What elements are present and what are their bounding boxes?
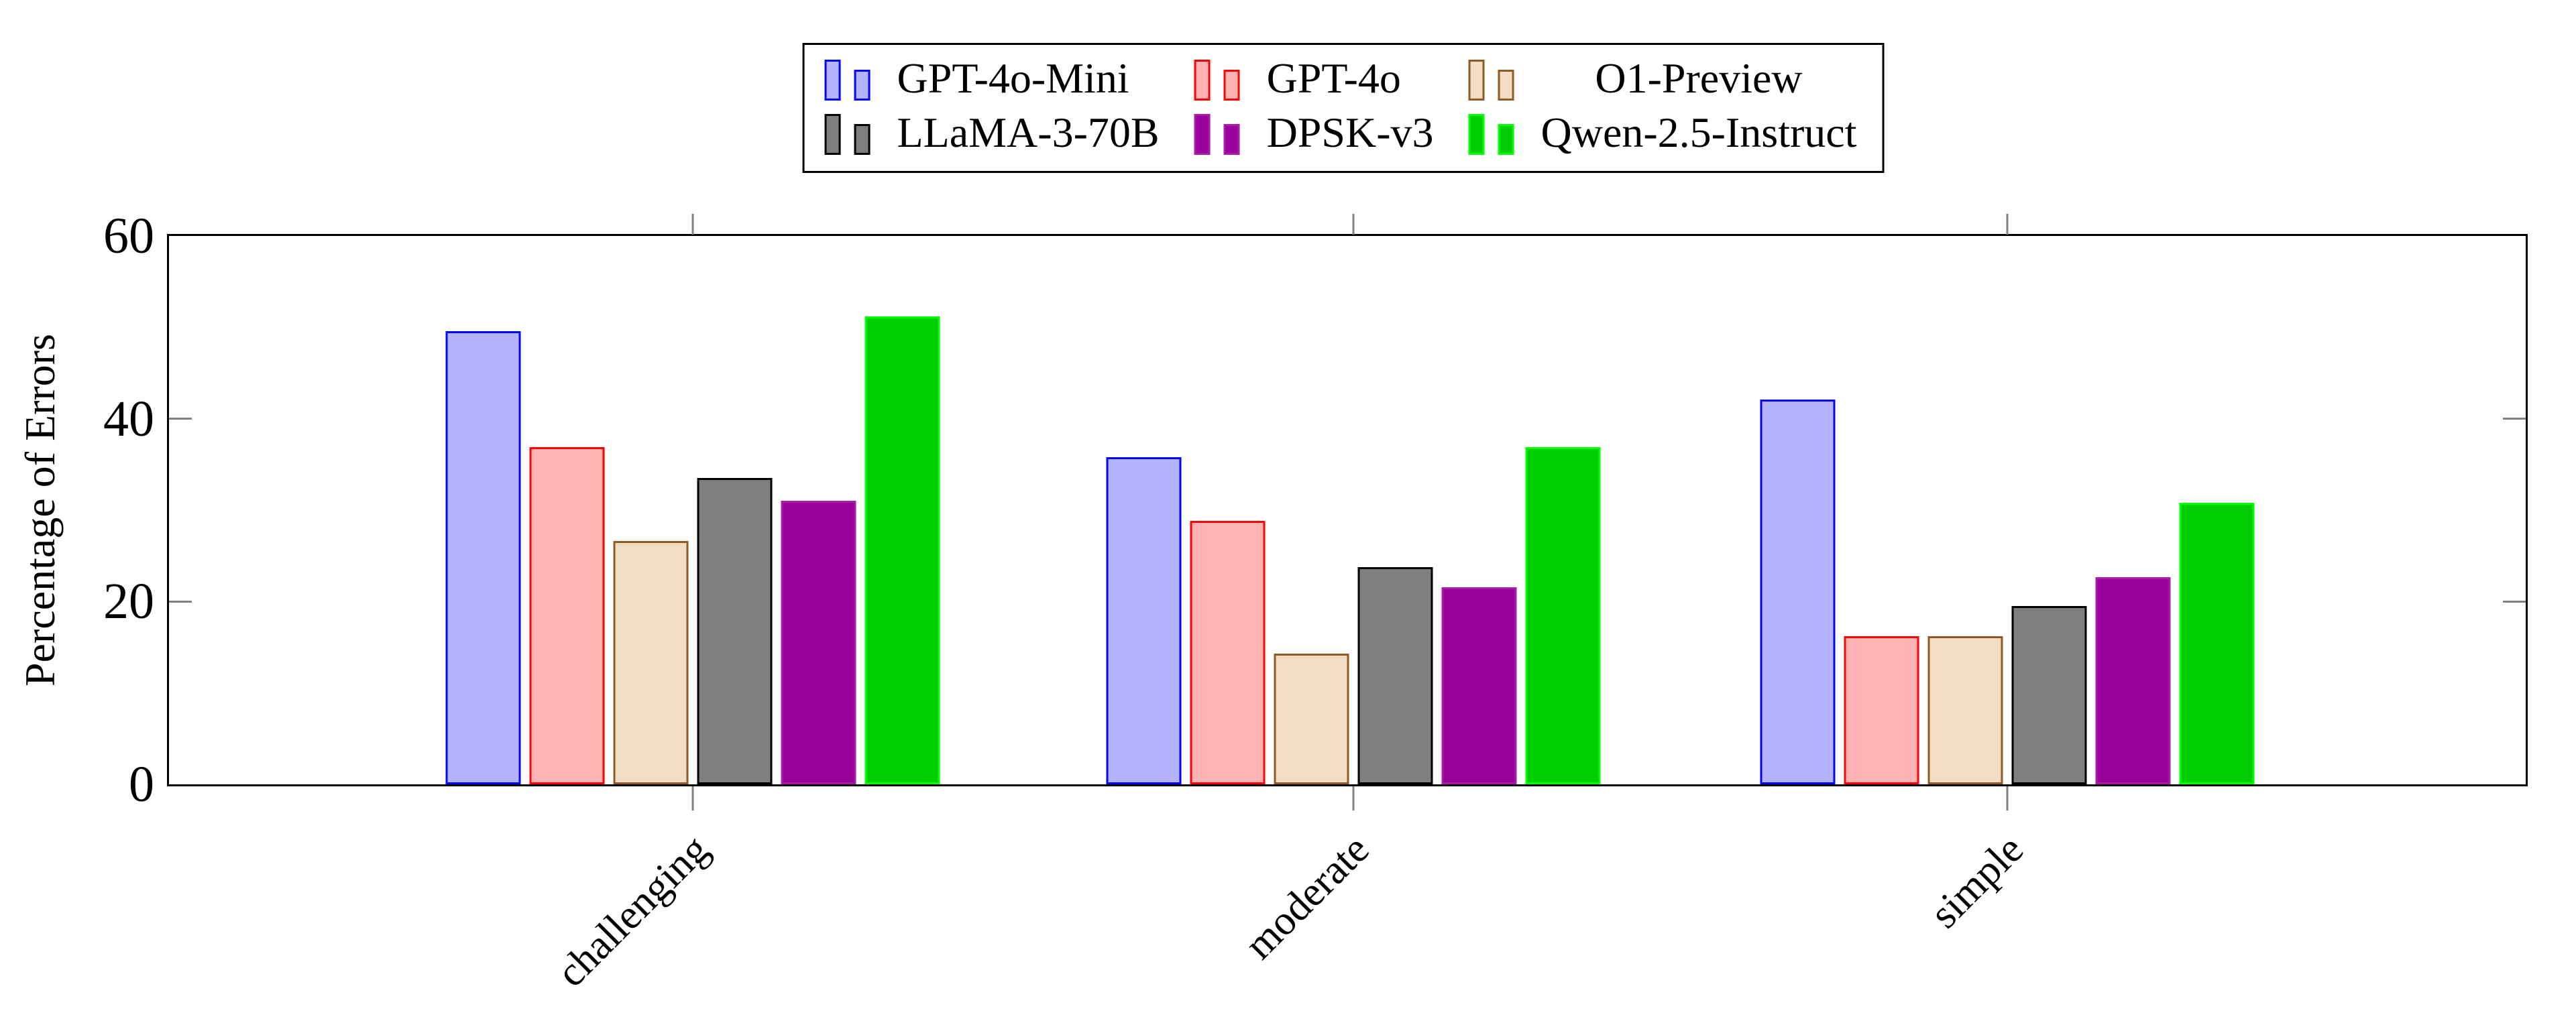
bar-gpt-4o-moderate: [1190, 521, 1266, 784]
bar-dpsk-v3-moderate: [1441, 587, 1517, 784]
y-tick-label-20: 20: [103, 573, 154, 630]
bar-o1-preview-simple: [1927, 636, 2003, 784]
legend-bar-icon: [824, 114, 841, 156]
legend-label-llama-3-70b: LLaMA-3-70B: [897, 109, 1160, 157]
x-tick-challenging-top: [691, 214, 694, 235]
legend-marker-dpsk-v3: [1194, 114, 1240, 156]
bar-o1-preview-challenging: [613, 541, 689, 784]
y-tick-label-40: 40: [103, 390, 154, 447]
y-tick-label-0: 0: [129, 756, 154, 812]
y-tick-40-right: [2503, 418, 2526, 420]
x-tick-moderate-top: [1352, 214, 1355, 235]
bar-group-challenging: [445, 316, 940, 784]
bar-gpt-4o-mini-challenging: [445, 330, 521, 784]
bar-qwen-2-5-instruct-moderate: [1525, 446, 1601, 784]
legend-label-qwen-2-5-instruct: Qwen-2.5-Instruct: [1541, 109, 1857, 157]
y-tick-20-left: [169, 600, 192, 603]
x-tick-moderate-bottom: [1352, 786, 1355, 810]
legend-item-gpt-4o-mini: GPT-4o-Mini: [824, 54, 1160, 102]
bar-dpsk-v3-simple: [2095, 577, 2171, 784]
legend-bar-icon: [1468, 60, 1485, 101]
legend-item-qwen-2-5-instruct: Qwen-2.5-Instruct: [1468, 109, 1857, 157]
legend-bar-icon: [1223, 124, 1240, 156]
legend-marker-llama-3-70b: [824, 114, 871, 156]
bar-gpt-4o-challenging: [529, 446, 605, 784]
legend-item-gpt-4o: GPT-4o: [1194, 56, 1434, 101]
legend-label-o1-preview: O1-Preview: [1595, 54, 1803, 102]
legend-bar-icon: [1194, 60, 1211, 101]
y-tick-20-right: [2503, 600, 2526, 603]
bar-llama-3-70b-challenging: [697, 478, 773, 784]
plot-area: [167, 214, 2528, 810]
bar-llama-3-70b-moderate: [1357, 566, 1433, 784]
y-tick-label-60: 60: [103, 208, 154, 264]
legend-bar-icon: [854, 124, 871, 156]
legend-item-llama-3-70b: LLaMA-3-70B: [824, 109, 1160, 157]
legend-bar-icon: [1223, 70, 1240, 101]
y-axis-title: Percentage of Errors: [16, 334, 64, 686]
legend-item-o1-preview: O1-Preview: [1468, 54, 1857, 102]
bar-gpt-4o-mini-moderate: [1106, 457, 1182, 784]
x-tick-simple-top: [2006, 214, 2009, 235]
x-category-label-moderate: moderate: [1236, 826, 1378, 968]
legend-bar-icon: [1194, 114, 1211, 156]
legend-label-gpt-4o: GPT-4o: [1266, 54, 1401, 102]
bar-group-simple: [1760, 400, 2255, 784]
bar-gpt-4o-simple: [1844, 636, 1919, 784]
x-tick-challenging-bottom: [691, 786, 694, 810]
legend-label-gpt-4o-mini: GPT-4o-Mini: [897, 54, 1129, 102]
legend-bar-icon: [1468, 114, 1485, 156]
legend-bar-icon: [1498, 70, 1514, 101]
legend-item-dpsk-v3: DPSK-v3: [1194, 110, 1434, 155]
bar-gpt-4o-mini-simple: [1760, 400, 1836, 784]
legend: GPT-4o-Mini GPT-4o O1-Preview LLaMA-3-70B DP…: [802, 43, 1885, 174]
y-tick-40-left: [169, 418, 192, 420]
legend-marker-o1-preview: [1468, 60, 1514, 101]
legend-bar-icon: [1498, 124, 1514, 156]
legend-marker-gpt-4o-mini: [824, 60, 871, 101]
legend-bar-icon: [824, 60, 841, 101]
bar-dpsk-v3-challenging: [781, 501, 856, 784]
legend-marker-qwen-2-5-instruct: [1468, 114, 1514, 156]
bar-llama-3-70b-simple: [2011, 606, 2087, 784]
legend-bar-icon: [854, 70, 871, 101]
x-category-label-challenging: challenging: [548, 826, 718, 996]
bar-qwen-2-5-instruct-simple: [2179, 503, 2255, 784]
bar-group-moderate: [1106, 446, 1601, 784]
legend-marker-gpt-4o: [1194, 60, 1240, 101]
x-tick-simple-bottom: [2006, 786, 2009, 810]
bar-qwen-2-5-instruct-challenging: [864, 316, 940, 784]
x-category-label-simple: simple: [1921, 826, 2032, 937]
bar-o1-preview-moderate: [1274, 654, 1349, 784]
legend-label-dpsk-v3: DPSK-v3: [1266, 109, 1434, 157]
